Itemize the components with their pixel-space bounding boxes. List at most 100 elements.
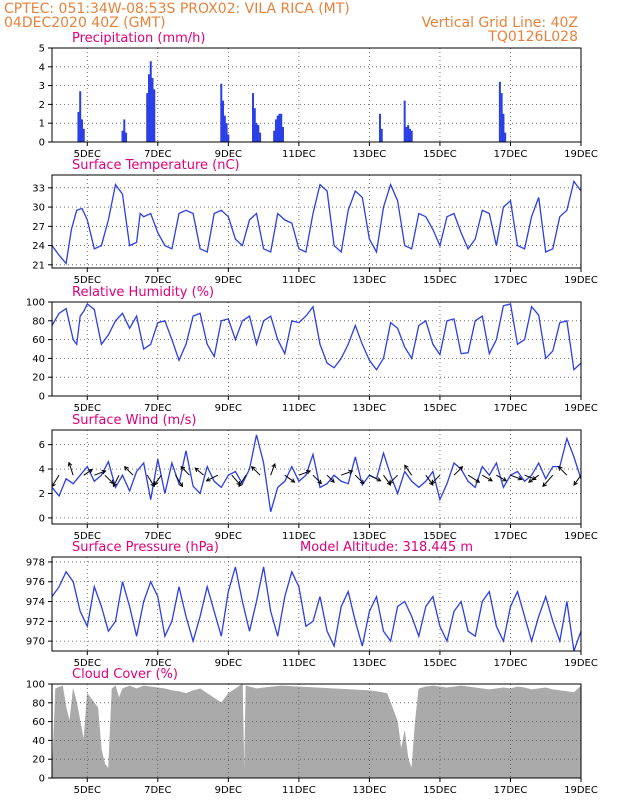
wind-title: Surface Wind (m/s): [72, 413, 196, 428]
wind-arrow: [510, 474, 522, 480]
precip-ytick-label: 5: [39, 44, 45, 55]
rh-xtick-label: 7DEC: [144, 403, 171, 414]
wind-arrow: [467, 474, 480, 483]
precip-bar: [255, 123, 258, 142]
precip-panel: Precipitation (mm/h) 0 1 2 3 4 5 5DEC 7DEC 9DEC 11…: [39, 31, 598, 160]
wind-ytick-label: 0: [39, 513, 45, 524]
wind-arrow-head: [502, 477, 508, 482]
wind-arrow-head: [306, 469, 312, 475]
precip-bar: [498, 81, 501, 142]
pressure-panel: Surface Pressure (hPa) Model Altitude: 31…: [26, 540, 598, 669]
precip-bar: [378, 113, 381, 142]
wind-xtick-label: 17DEC: [494, 531, 528, 542]
wind-arrow: [341, 470, 353, 476]
cloud-xtick-label: 11DEC: [282, 785, 316, 796]
rh-ytick-label: 40: [32, 354, 45, 365]
temp-xtick-label: 15DEC: [423, 275, 457, 286]
wind-arrow: [453, 466, 463, 476]
wind-arrow: [326, 474, 335, 483]
wind-arrow-head: [330, 478, 335, 483]
wind-arrow: [270, 463, 276, 476]
precip-bar: [125, 132, 128, 142]
precip-bar: [410, 130, 413, 142]
precip-bar: [222, 100, 225, 142]
cloud-title: Cloud Cover (%): [72, 667, 178, 682]
wind-arrow-head: [101, 469, 107, 475]
precip-bar: [252, 93, 255, 142]
temp-xtick-label: 17DEC: [494, 275, 528, 286]
wind-arrow: [496, 474, 507, 482]
header-station: CPTEC: 051:34W-08:53S PROX02: VILA RICA …: [4, 1, 350, 17]
rh-xtick-label: 9DEC: [215, 403, 242, 414]
pressure-xtick-label: 11DEC: [282, 658, 316, 669]
wind-arrow: [573, 474, 582, 486]
wind-arrow-head: [573, 480, 578, 486]
precip-ytick-label: 4: [39, 62, 45, 73]
temp-frame: [51, 174, 582, 269]
temp-xtick-label: 5DEC: [74, 275, 101, 286]
pressure-frame: [51, 556, 582, 652]
pressure-ytick-label: 978: [26, 557, 45, 568]
rh-xtick-label: 19DEC: [564, 403, 598, 414]
cloud-xtick-label: 7DEC: [144, 785, 171, 796]
precip-bar: [77, 111, 80, 142]
precip-bar: [259, 132, 262, 142]
rh-ytick-label: 20: [32, 373, 45, 384]
precip-ytick-label: 1: [39, 119, 45, 130]
rh-panel: Relative Humidity (%) 0 20 40 60 80 100 5DEC 7DE…: [26, 285, 598, 414]
temp-ytick-label: 30: [32, 203, 45, 214]
precip-bar: [121, 130, 124, 142]
pressure-xtick-label: 13DEC: [353, 658, 387, 669]
cloud-ytick-label: 20: [32, 755, 45, 766]
temp-ytick-label: 21: [32, 260, 45, 271]
wind-arrow: [388, 474, 398, 484]
precip-bar: [274, 119, 277, 142]
wind-xtick-label: 9DEC: [215, 531, 242, 542]
pressure-ytick-label: 976: [26, 577, 45, 588]
wind-arrow: [83, 469, 93, 476]
wind-arrow-head: [250, 466, 256, 471]
wind-arrow: [404, 465, 413, 476]
cloud-ytick-label: 40: [32, 736, 45, 747]
wind-arrow-head: [88, 468, 94, 474]
precip-xtick-label: 7DEC: [144, 149, 171, 160]
wind-ytick-label: 6: [39, 440, 45, 451]
pressure-ytick-label: 972: [26, 617, 45, 628]
wind-arrow-head: [271, 462, 276, 468]
wind-xtick-label: 19DEC: [564, 531, 598, 542]
pressure-xtick-label: 9DEC: [215, 658, 242, 669]
wind-arrow-head: [430, 479, 436, 485]
cloud-xtick-label: 15DEC: [423, 785, 457, 796]
wind-arrow: [51, 474, 60, 487]
rh-frame: [51, 301, 582, 397]
wind-arrow-head: [178, 482, 183, 488]
precip-xtick-label: 9DEC: [215, 149, 242, 160]
wind-arrow: [312, 474, 322, 484]
rh-ytick-label: 60: [32, 335, 45, 346]
precip-bar: [502, 113, 505, 142]
rh-xtick-label: 5DEC: [74, 403, 101, 414]
wind-arrow-head: [388, 479, 394, 485]
wind-arrow: [124, 466, 134, 476]
rh-xtick-label: 17DEC: [494, 403, 528, 414]
wind-arrow: [153, 474, 162, 486]
wind-arrow-head: [359, 479, 365, 485]
precip-bar: [227, 134, 230, 142]
cloud-xtick-label: 9DEC: [215, 785, 242, 796]
wind-arrow-head: [153, 480, 159, 486]
precip-bar: [151, 78, 154, 142]
precip-ytick-label: 0: [39, 138, 45, 149]
precip-bar: [504, 132, 507, 142]
header-model-id: TQ0126L028: [487, 29, 578, 45]
pressure-xtick-label: 5DEC: [74, 658, 101, 669]
wind-arrow: [104, 474, 114, 484]
wind-xtick-label: 5DEC: [74, 531, 101, 542]
wind-arrow-head: [404, 464, 409, 470]
precip-bar: [278, 113, 281, 142]
temp-ytick-label: 27: [32, 222, 45, 233]
wind-arrow: [369, 474, 381, 482]
wind-arrow-head: [205, 477, 211, 482]
pressure-title: Surface Pressure (hPa): [72, 540, 219, 555]
wind-series-line: [51, 434, 582, 512]
wind-arrow-head: [488, 477, 493, 482]
